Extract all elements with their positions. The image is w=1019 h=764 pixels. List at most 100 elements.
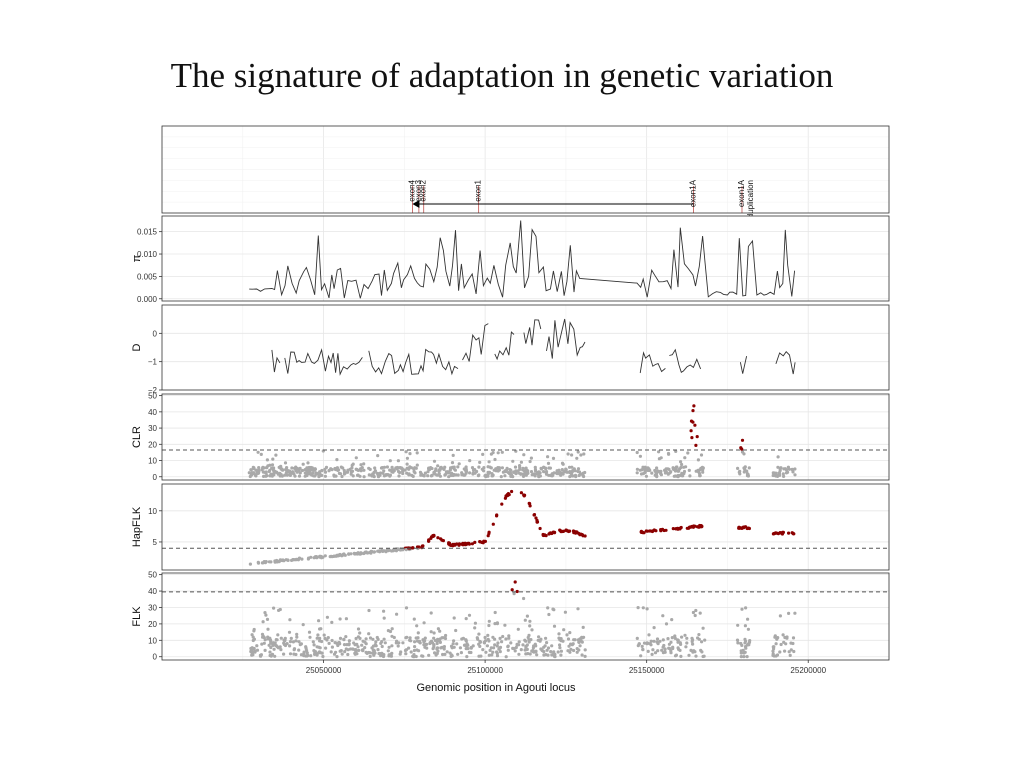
background-point [278, 472, 282, 476]
background-point [330, 638, 334, 643]
background-point [537, 475, 541, 479]
background-point [294, 469, 298, 473]
background-point [343, 650, 347, 654]
background-point [386, 629, 390, 633]
background-point [288, 640, 293, 644]
background-point [493, 622, 497, 626]
background-point [332, 474, 336, 478]
background-point [645, 641, 649, 645]
background-point [688, 474, 692, 478]
background-point [684, 645, 688, 649]
background-point [519, 472, 523, 476]
background-point [442, 645, 446, 649]
background-point [736, 466, 740, 470]
background-point [416, 631, 420, 635]
background-point [268, 638, 273, 642]
background-point [301, 623, 305, 627]
background-point [504, 655, 508, 659]
background-point [776, 455, 780, 459]
background-point [552, 651, 556, 655]
background-point [390, 465, 394, 469]
background-point [468, 459, 472, 463]
significant-point [513, 580, 517, 584]
background-point [290, 558, 294, 563]
background-point [342, 472, 346, 476]
background-point [301, 462, 305, 466]
significant-point [662, 528, 666, 533]
background-point [664, 622, 669, 626]
significant-point [543, 533, 547, 537]
background-point [473, 626, 477, 630]
background-point [422, 621, 426, 625]
background-point [272, 647, 276, 651]
background-point [307, 556, 311, 560]
background-point [250, 648, 254, 652]
background-point [354, 636, 358, 641]
background-point [381, 549, 385, 554]
background-point [507, 634, 511, 638]
d-series-segment [462, 323, 489, 362]
background-point [350, 463, 354, 467]
background-point [377, 652, 381, 656]
background-point [319, 627, 323, 631]
background-point [260, 642, 264, 646]
pi-series-line [249, 220, 796, 299]
background-point [334, 650, 338, 654]
significant-point [568, 529, 572, 533]
background-point [342, 638, 346, 642]
background-point [775, 637, 779, 641]
background-point [291, 640, 295, 644]
background-point [297, 648, 301, 652]
background-point [284, 468, 288, 472]
background-point [673, 469, 678, 473]
arrow-head [412, 200, 420, 208]
background-point [398, 470, 402, 475]
background-point [412, 648, 416, 653]
background-point [674, 449, 678, 453]
background-point [784, 471, 789, 475]
background-point [452, 645, 456, 649]
background-point [556, 650, 560, 654]
background-point [329, 650, 333, 654]
background-point [329, 554, 333, 559]
background-point [539, 647, 543, 651]
background-point [487, 639, 491, 643]
background-point [495, 644, 499, 648]
background-point [269, 560, 273, 564]
background-point [679, 465, 683, 470]
background-point [315, 636, 319, 640]
background-point [443, 473, 447, 477]
background-point [481, 648, 485, 652]
significant-point [691, 420, 695, 424]
background-point [646, 466, 650, 470]
panel-border [161, 572, 890, 661]
background-point [489, 646, 493, 650]
panel-label: CLR [131, 426, 143, 448]
background-point [511, 459, 515, 463]
background-point [648, 642, 652, 646]
background-point [284, 558, 288, 562]
background-point [558, 470, 562, 474]
significant-point [739, 446, 743, 450]
panel-d: −2 −1 0 D [131, 304, 890, 395]
background-point [746, 472, 750, 476]
background-point [535, 653, 539, 657]
background-point [779, 466, 783, 470]
background-point [263, 561, 267, 565]
background-point [459, 651, 463, 655]
background-point [373, 651, 377, 655]
background-point [532, 472, 537, 476]
significant-point [787, 531, 791, 535]
background-point [667, 467, 671, 471]
background-point [635, 467, 640, 471]
background-point [697, 633, 701, 637]
background-point [356, 645, 360, 649]
background-point [376, 473, 380, 477]
background-point [409, 650, 413, 654]
background-point [580, 653, 584, 657]
background-point [284, 471, 288, 475]
background-point [530, 628, 534, 632]
background-point [487, 653, 491, 657]
background-point [544, 636, 548, 640]
background-point [638, 468, 642, 472]
